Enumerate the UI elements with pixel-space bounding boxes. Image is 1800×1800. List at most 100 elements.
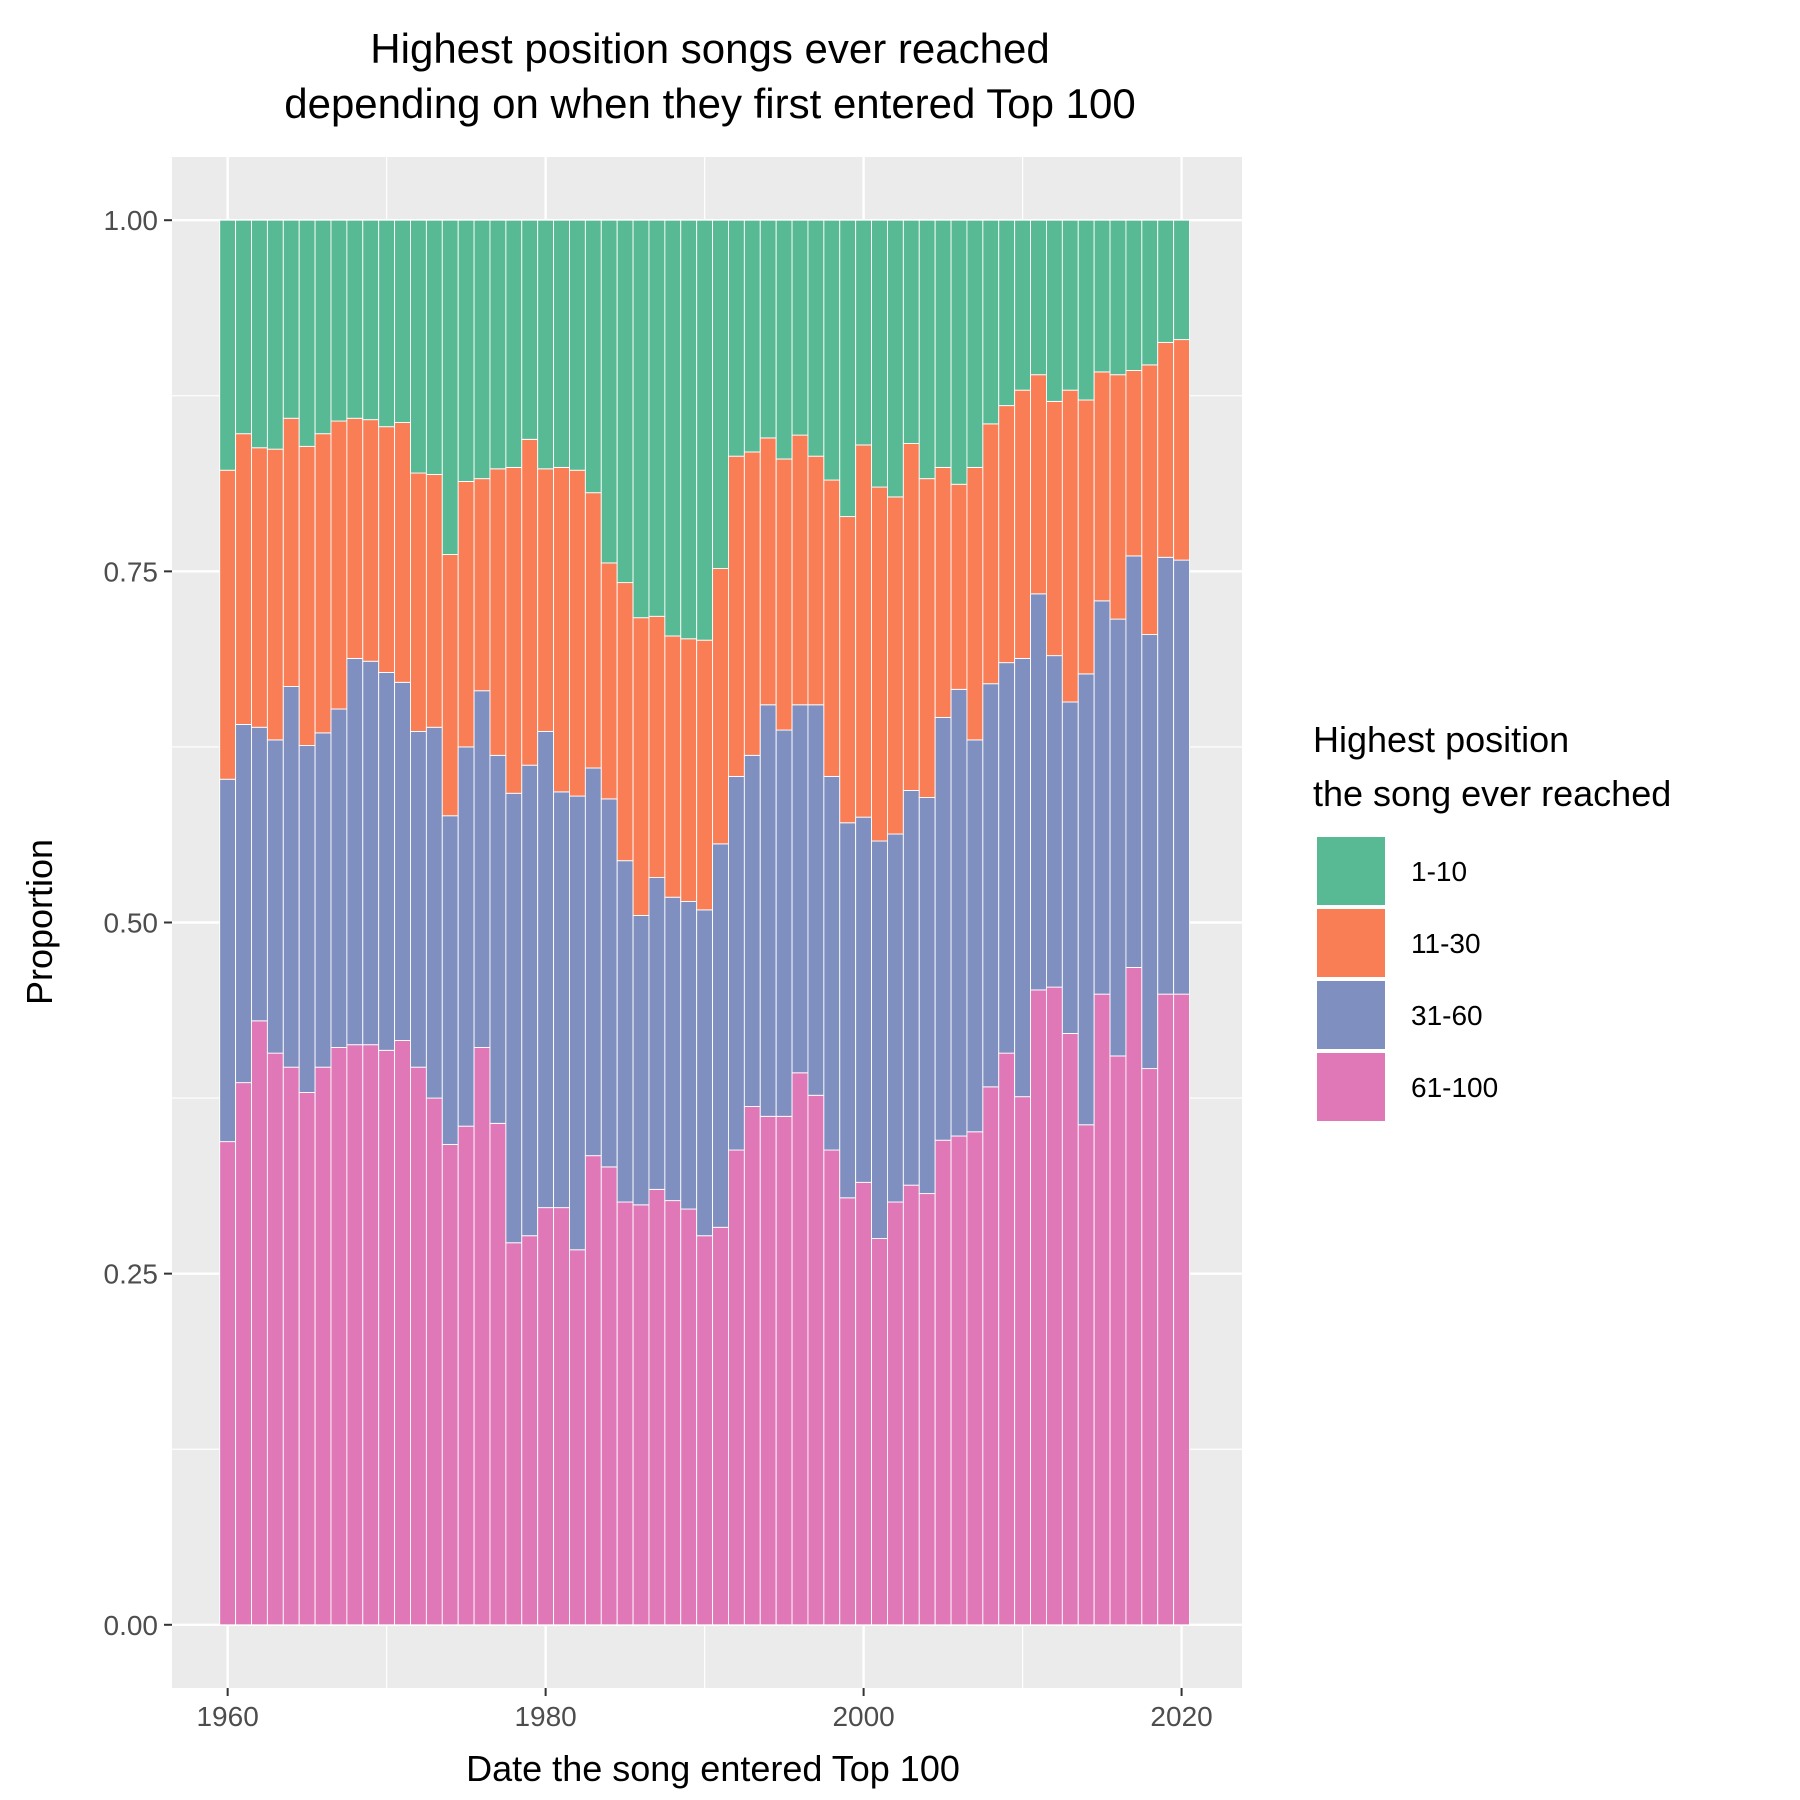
- bar-segment: [1173, 339, 1190, 561]
- bar-segment: [362, 419, 380, 662]
- bar-segment: [887, 1201, 904, 1626]
- bar-segment: [616, 1201, 634, 1626]
- bar-segment: [807, 219, 825, 457]
- bar-segment: [410, 1066, 427, 1626]
- bar-segment: [648, 615, 666, 879]
- bar-segment: [569, 219, 586, 471]
- bar-segment: [839, 822, 857, 1199]
- legend-label: 31-60: [1411, 1000, 1483, 1031]
- y-tick-label: 0.75: [104, 556, 159, 587]
- bar-segment: [251, 726, 268, 1022]
- bar-segment: [839, 516, 857, 824]
- legend-key: [1315, 979, 1387, 1051]
- legend-key: [1315, 1051, 1387, 1123]
- bar-segment: [1014, 389, 1031, 659]
- bar-segment: [616, 582, 634, 862]
- bar-segment: [235, 1082, 252, 1626]
- bars: [219, 219, 1190, 1626]
- bar-segment: [378, 426, 396, 673]
- bar-segment: [457, 481, 475, 748]
- bar-segment: [807, 455, 825, 706]
- bar-segment: [266, 1052, 284, 1626]
- bar-segment: [235, 219, 252, 435]
- bar-segment: [1061, 701, 1079, 1034]
- bar-segment: [553, 791, 570, 1209]
- bar-segment: [537, 219, 555, 470]
- bar-segment: [314, 219, 332, 435]
- bar-segment: [1077, 399, 1095, 675]
- bar-segment: [235, 433, 252, 725]
- bar-segment: [950, 219, 968, 485]
- bar-segment: [664, 635, 682, 898]
- bar-segment: [728, 219, 745, 457]
- bar-segment: [584, 219, 602, 494]
- bar-segment: [1030, 593, 1047, 991]
- chart-title-line-2: depending on when they first entered Top…: [284, 80, 1136, 127]
- bar-segment: [791, 1072, 809, 1626]
- bar-segment: [282, 219, 300, 419]
- bar-segment: [902, 219, 920, 444]
- bar-segment: [759, 1115, 777, 1626]
- bar-segment: [934, 466, 952, 718]
- bar-segment: [553, 219, 570, 468]
- bar-segment: [1173, 993, 1190, 1626]
- bar-segment: [696, 909, 714, 1237]
- bar-segment: [1093, 371, 1111, 602]
- bar-segment: [394, 422, 411, 683]
- bar-segment: [966, 466, 984, 741]
- bar-segment: [807, 704, 825, 1096]
- bar-segment: [1157, 219, 1175, 343]
- bar-segment: [712, 843, 729, 1228]
- bar-segment: [410, 731, 427, 1068]
- bar-segment: [1141, 634, 1159, 1070]
- bar-segment: [934, 219, 952, 468]
- bar-segment: [346, 657, 364, 1046]
- bar-segment: [1157, 341, 1175, 558]
- bar-segment: [1045, 655, 1063, 988]
- bar-segment: [378, 672, 396, 1051]
- bar-segment: [219, 1141, 237, 1626]
- bar-segment: [775, 458, 793, 731]
- bar-segment: [600, 562, 618, 800]
- bar-segment: [998, 405, 1016, 664]
- bar-segment: [251, 447, 268, 728]
- bar-segment: [632, 1204, 650, 1626]
- bar-segment: [950, 688, 968, 1137]
- bar-segment: [1077, 673, 1095, 1126]
- bar-segment: [664, 219, 682, 637]
- bar-segment: [791, 704, 809, 1074]
- bar-segment: [537, 468, 555, 732]
- bar-segment: [680, 1208, 698, 1626]
- bar-segment: [410, 472, 427, 732]
- bar-segment: [314, 732, 332, 1068]
- bar-segment: [871, 486, 888, 842]
- bar-segment: [553, 1207, 570, 1626]
- bar-segment: [425, 726, 443, 1099]
- legend-key: [1315, 907, 1387, 979]
- bar-segment: [505, 219, 523, 468]
- bar-segment: [1030, 374, 1047, 595]
- bar-segment: [680, 638, 698, 902]
- bar-segment: [887, 833, 904, 1203]
- legend-label: 61-100: [1411, 1072, 1498, 1103]
- bar-segment: [871, 840, 888, 1239]
- bar-segment: [1109, 618, 1127, 1057]
- bar-segment: [441, 815, 459, 1145]
- bar-segment: [712, 568, 729, 845]
- bar-segment: [791, 219, 809, 436]
- bar-segment: [1109, 374, 1127, 620]
- bar-segment: [298, 745, 316, 1093]
- bar-segment: [1173, 559, 1190, 995]
- bar-segment: [918, 478, 936, 798]
- bar-segment: [1077, 1124, 1095, 1626]
- bar-segment: [680, 900, 698, 1210]
- bar-segment: [966, 1131, 984, 1626]
- bar-segment: [728, 455, 745, 777]
- bar-segment: [712, 1226, 729, 1626]
- bar-segment: [998, 1052, 1016, 1626]
- bar-segment: [346, 1044, 364, 1626]
- bar-segment: [362, 219, 380, 421]
- bar-segment: [314, 1066, 332, 1626]
- bar-segment: [330, 219, 348, 422]
- legend: Highest position the song ever reached 1…: [1313, 719, 1671, 1123]
